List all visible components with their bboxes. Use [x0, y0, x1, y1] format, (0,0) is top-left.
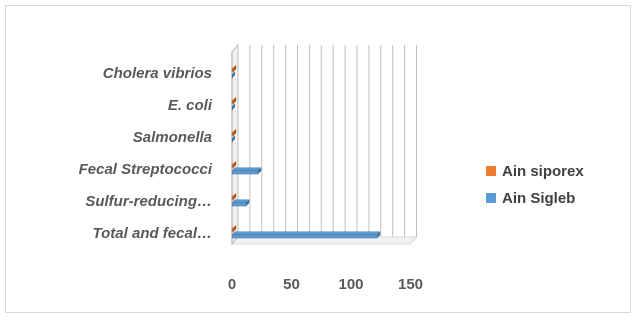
bar-ain-siporex: [231, 100, 234, 105]
bar-end-ain-siporex: [233, 97, 237, 104]
bar-end-ain-siporex: [233, 225, 237, 232]
x-tick-label: 150: [398, 276, 423, 293]
category-label: Sulfur-reducing…: [85, 193, 212, 210]
bar-end-ain-sigleb: [232, 71, 235, 78]
bar-ain-sigleb: [231, 170, 259, 175]
bar-ain-sigleb: [231, 234, 378, 239]
bar-end-ain-sigleb: [232, 103, 235, 110]
bar-end-ain-sigleb: [246, 199, 250, 206]
legend-label-ain-sigleb: Ain Sigleb: [502, 190, 575, 207]
category-label: Cholera vibrios: [103, 65, 212, 82]
category-label: Fecal Streptococci: [79, 161, 213, 178]
legend-swatch-ain-siporex: [486, 166, 496, 176]
legend-label-ain-siporex: Ain siporex: [502, 163, 584, 180]
bar-ain-siporex: [231, 228, 234, 233]
bar-end-ain-sigleb: [377, 231, 381, 238]
bar-ain-siporex: [231, 68, 234, 73]
bar-ain-siporex: [231, 132, 234, 137]
bar-end-ain-siporex: [233, 161, 237, 168]
bar-end-ain-sigleb: [258, 167, 262, 174]
bar-ain-sigleb: [231, 202, 247, 207]
category-label: Salmonella: [133, 129, 212, 146]
bar-end-ain-siporex: [233, 65, 237, 72]
category-label: Total and fecal…: [93, 225, 212, 242]
bar-top-ain-sigleb: [231, 167, 262, 172]
x-tick-label: 100: [338, 276, 363, 293]
x-tick-label: 50: [283, 276, 300, 293]
category-label: E. coli: [168, 97, 213, 114]
legend-swatch-ain-sigleb: [486, 193, 496, 203]
bar-top-ain-sigleb: [231, 231, 381, 236]
bar-end-ain-siporex: [233, 129, 237, 136]
bar-ain-siporex: [231, 196, 234, 201]
bar-top-ain-sigleb: [231, 199, 250, 204]
bar-ain-siporex: [231, 164, 234, 169]
x-tick-label: 0: [228, 276, 236, 293]
bar-end-ain-siporex: [233, 193, 237, 200]
chart-frame: [5, 5, 631, 313]
bar-end-ain-sigleb: [232, 135, 235, 142]
